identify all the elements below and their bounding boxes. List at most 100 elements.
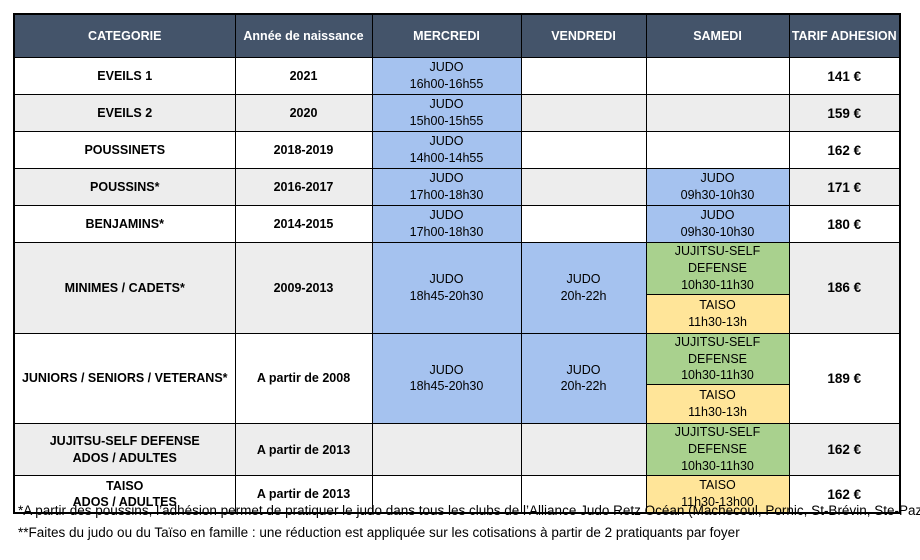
empty-cell (520, 423, 647, 476)
birth-year-cell: 2016-2017 (234, 168, 373, 206)
birth-year-cell: A partir de 2013 (234, 423, 373, 476)
activity-label: JUJITSU-SELF DEFENSE (674, 425, 761, 457)
empty-cell (520, 57, 647, 95)
price-cell: 186 € (788, 242, 901, 334)
column-header-samedi: SAMEDI (645, 13, 790, 58)
table-row: POUSSINETS 2018-2019 JUDO 14h00-14h55 16… (13, 131, 901, 169)
table-row: POUSSINS* 2016-2017 JUDO 17h00-18h30 JUD… (13, 168, 901, 206)
table-row: EVEILS 1 2021 JUDO 16h00-16h55 141 € (13, 57, 901, 95)
time-label: 09h30-10h30 (680, 188, 755, 202)
birth-year-cell: A partir de 2008 (234, 332, 373, 425)
column-header-vendredi: VENDREDI (520, 13, 647, 58)
price-cell: 162 € (788, 131, 901, 169)
time-label: 14h00-14h55 (409, 151, 484, 165)
table-row: TAISO ADOS / ADULTES A partir de 2013 TA… (13, 474, 901, 514)
empty-cell (371, 423, 522, 476)
category-line: ADOS / ADULTES (72, 495, 177, 510)
column-header-naissance: Année de naissance (234, 13, 373, 58)
footnote-poussins: *A partir des poussins, l’adhésion perme… (18, 503, 920, 518)
schedule-cell-judo: JUDO 09h30-10h30 (645, 168, 790, 206)
category-cell: POUSSINETS (13, 131, 236, 169)
schedule-cell-jujitsu: JUJITSU-SELF DEFENSE 10h30-11h30 (645, 332, 790, 386)
activity-label: JUDO (429, 134, 464, 149)
column-header-categorie: CATEGORIE (13, 13, 236, 58)
empty-cell (520, 205, 647, 243)
birth-year-cell: 2018-2019 (234, 131, 373, 169)
price-cell: 189 € (788, 332, 901, 425)
column-header-tarif: TARIF ADHESION (788, 13, 901, 58)
category-cell: JUJITSU-SELF DEFENSE ADOS / ADULTES (13, 423, 236, 476)
schedule-cell-judo: JUDO 17h00-18h30 (371, 168, 522, 206)
price-cell: 141 € (788, 57, 901, 95)
schedule-cell-judo: JUDO 09h30-10h30 (645, 205, 790, 243)
activity-label: JUDO (700, 208, 735, 223)
table-row: JUJITSU-SELF DEFENSE ADOS / ADULTES A pa… (13, 423, 901, 476)
activity-label: JUDO (429, 208, 464, 223)
schedule-cell-taiso: TAISO 11h30-13h00 (645, 474, 790, 514)
schedule-cell-judo: JUDO 20h-22h (520, 242, 647, 334)
empty-cell (520, 168, 647, 206)
activity-label: JUJITSU-SELF DEFENSE (674, 334, 761, 366)
empty-cell (371, 474, 522, 514)
category-line: TAISO (106, 478, 144, 493)
activity-label: JUDO (429, 271, 464, 286)
schedule-cell-taiso: TAISO 11h30-13h (645, 293, 790, 334)
table-row: TAISO 11h30-13h (14, 384, 900, 425)
time-label: 09h30-10h30 (680, 225, 755, 239)
empty-cell (520, 474, 647, 514)
time-label: 11h30-13h00 (681, 495, 754, 510)
category-cell: JUNIORS / SENIORS / VETERANS* (13, 332, 236, 425)
time-label: 10h30-11h30 (681, 459, 754, 473)
category-cell: BENJAMINS* (13, 205, 236, 243)
price-cell: 180 € (788, 205, 901, 243)
category-cell: POUSSINS* (13, 168, 236, 206)
activity-label: JUDO (429, 60, 464, 75)
time-label: 16h00-16h55 (409, 77, 484, 91)
schedule-cell-taiso: TAISO 11h30-13h (645, 384, 790, 425)
empty-cell (645, 94, 790, 132)
activity-label: TAISO (699, 388, 736, 403)
category-line: ADOS / ADULTES (72, 450, 177, 465)
schedule-cell-judo: JUDO 18h45-20h30 (371, 242, 522, 334)
birth-year-cell: 2009-2013 (234, 242, 373, 334)
activity-label: JUDO (429, 97, 464, 112)
time-label: 20h-22h (560, 379, 607, 394)
empty-cell (520, 131, 647, 169)
time-label: 18h45-20h30 (409, 379, 484, 394)
category-cell: EVEILS 2 (13, 94, 236, 132)
activity-label: TAISO (699, 297, 736, 312)
time-label: 17h00-18h30 (409, 225, 484, 239)
category-cell: EVEILS 1 (13, 57, 236, 95)
schedule-cell-jujitsu: JUJITSU-SELF DEFENSE 10h30-11h30 (645, 242, 790, 295)
schedule-cell-judo: JUDO 18h45-20h30 (371, 332, 522, 425)
table-row: TAISO 11h30-13h (14, 293, 900, 334)
table-row: EVEILS 2 2020 JUDO 15h00-15h55 159 € (13, 94, 901, 132)
table-row: BENJAMINS* 2014-2015 JUDO 17h00-18h30 JU… (13, 205, 901, 243)
table-row: MINIMES / CADETS* 2009-2013 JUDO 18h45-2… (13, 242, 901, 334)
price-cell: 171 € (788, 168, 901, 206)
price-cell: 162 € (788, 423, 901, 476)
empty-cell (520, 94, 647, 132)
category-cell: TAISO ADOS / ADULTES (13, 474, 236, 514)
column-header-mercredi: MERCREDI (371, 13, 522, 58)
time-label: 20h-22h (560, 288, 607, 303)
activity-label: JUJITSU-SELF DEFENSE (674, 244, 761, 275)
price-cell: 162 € (788, 474, 901, 514)
birth-year-cell: 2014-2015 (234, 205, 373, 243)
activity-label: JUDO (700, 171, 735, 186)
table-row: JUNIORS / SENIORS / VETERANS* A partir d… (13, 332, 901, 425)
price-cell: 159 € (788, 94, 901, 132)
time-label: 10h30-11h30 (681, 277, 754, 292)
footnote-famille: **Faites du judo ou du Taïso en famille … (18, 524, 740, 540)
empty-cell (645, 131, 790, 169)
time-label: 10h30-11h30 (681, 368, 754, 383)
activity-label: JUDO (566, 362, 601, 377)
time-label: 18h45-20h30 (409, 288, 484, 303)
time-label: 17h00-18h30 (409, 188, 484, 202)
birth-year-cell: A partir de 2013 (234, 474, 373, 514)
schedule-cell-judo: JUDO 16h00-16h55 (371, 57, 522, 95)
schedule-cell-judo: JUDO 14h00-14h55 (371, 131, 522, 169)
birth-year-cell: 2021 (234, 57, 373, 95)
footnotes: *A partir des poussins, l’adhésion perme… (18, 500, 920, 544)
activity-label: TAISO (699, 478, 736, 493)
